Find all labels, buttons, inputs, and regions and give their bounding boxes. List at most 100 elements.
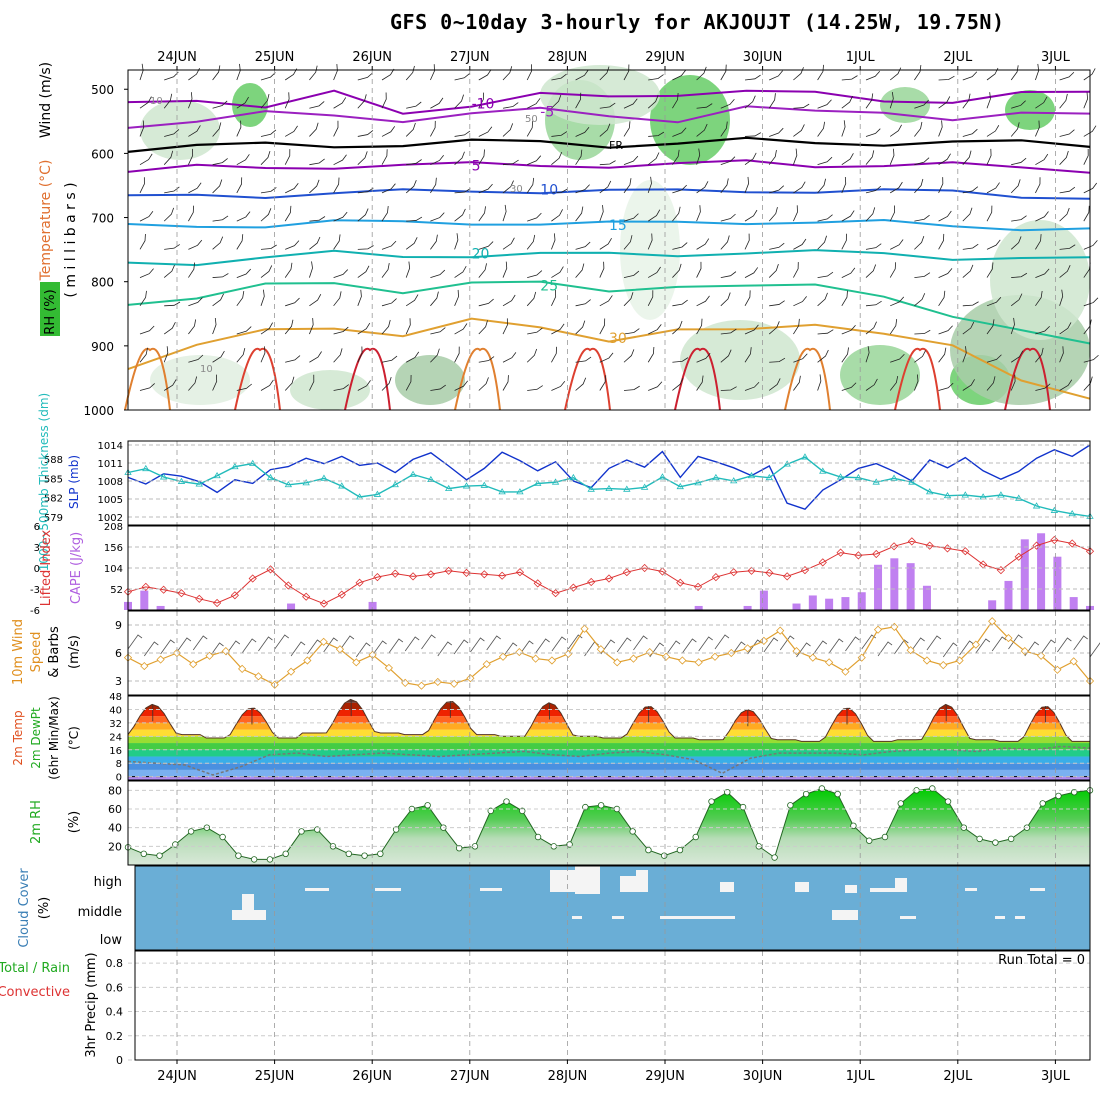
temp-band bbox=[128, 763, 1090, 770]
hot-contour-3 bbox=[454, 347, 501, 411]
cape-bar bbox=[890, 558, 899, 610]
wind-barb bbox=[1010, 317, 1015, 335]
thickness-point bbox=[480, 481, 489, 488]
wind-barb bbox=[236, 268, 251, 278]
wind-barb bbox=[236, 63, 241, 81]
wind-barb bbox=[647, 346, 655, 363]
wind-barb bbox=[405, 374, 412, 391]
wind-barb bbox=[938, 325, 953, 335]
wind-barb bbox=[405, 261, 411, 278]
thickness-point bbox=[266, 473, 275, 481]
wind-barb bbox=[284, 205, 292, 222]
date-bottom-2JUL: 2JUL bbox=[943, 1069, 973, 1084]
temp-band bbox=[128, 729, 1090, 737]
wind-barb bbox=[1059, 186, 1076, 194]
wind-barb bbox=[575, 356, 592, 363]
wind-barb bbox=[1083, 354, 1099, 363]
cloud-block bbox=[965, 888, 977, 891]
thickness-point bbox=[943, 491, 952, 499]
rh-point bbox=[298, 828, 305, 835]
wind-barb bbox=[623, 98, 638, 109]
rh-point bbox=[156, 852, 163, 859]
wind-barb bbox=[793, 318, 800, 335]
wind-barb bbox=[164, 186, 180, 194]
wind-barb bbox=[381, 206, 389, 222]
wind-barb bbox=[188, 297, 203, 307]
thickness-axis-label: 1000~500mb Thickness (dm) bbox=[37, 393, 51, 571]
wind-barb bbox=[599, 123, 611, 137]
thickness-point bbox=[213, 471, 221, 479]
surface-barb bbox=[160, 639, 175, 655]
wind-point bbox=[450, 679, 459, 688]
wind-point bbox=[515, 647, 524, 657]
wind-point bbox=[531, 654, 540, 663]
lifted-point bbox=[818, 558, 827, 567]
wind-barb bbox=[647, 95, 659, 109]
wind-barb bbox=[260, 289, 265, 306]
wind-barb bbox=[551, 290, 557, 306]
rh-axis-label: RH (%) bbox=[43, 289, 58, 334]
wind-barb bbox=[986, 319, 995, 335]
wind-barb bbox=[381, 319, 391, 335]
wind-barb bbox=[599, 102, 616, 109]
wind-barb bbox=[188, 376, 198, 391]
rh-legend-swatch bbox=[40, 282, 60, 336]
wind-barb bbox=[188, 205, 194, 222]
rh-point bbox=[629, 828, 636, 835]
cape-bar bbox=[694, 605, 703, 610]
wind-barb bbox=[139, 120, 145, 137]
thickness-point bbox=[819, 467, 827, 474]
wind-barb bbox=[672, 70, 686, 81]
wind-barb bbox=[1059, 346, 1064, 363]
lifted-point bbox=[765, 568, 774, 578]
wind-barb bbox=[454, 265, 467, 278]
wind-barb bbox=[672, 242, 688, 250]
cloud-block bbox=[375, 888, 401, 891]
lifted-point bbox=[961, 547, 970, 556]
wind-barb bbox=[478, 356, 495, 363]
wind-barb bbox=[1035, 120, 1040, 137]
wind-barb bbox=[309, 101, 325, 109]
wind-point bbox=[825, 658, 834, 667]
wind-barb bbox=[405, 122, 416, 137]
hot-contour-2 bbox=[344, 347, 391, 411]
wind-barb bbox=[623, 349, 635, 363]
wind-barb bbox=[454, 289, 459, 306]
wind-barb bbox=[962, 207, 973, 222]
wind-barb bbox=[527, 270, 543, 278]
wind-barb bbox=[381, 298, 397, 307]
panel-frame-cloud bbox=[134, 865, 1091, 951]
date-bottom-30JUN: 30JUN bbox=[743, 1069, 783, 1084]
wind-barb bbox=[163, 93, 173, 109]
wind-barb bbox=[865, 185, 882, 194]
rh-label-30: 30 bbox=[510, 184, 523, 195]
wind-barb bbox=[284, 92, 290, 109]
wind-barb bbox=[405, 294, 419, 307]
wind-barb bbox=[188, 239, 203, 250]
cape-bar bbox=[825, 598, 834, 610]
wind-barb bbox=[672, 206, 681, 222]
wind-barb bbox=[357, 72, 373, 81]
thickness-point bbox=[427, 475, 435, 483]
cape-bar bbox=[808, 595, 817, 610]
wind-barb bbox=[357, 380, 371, 391]
wind-barb bbox=[720, 178, 729, 194]
date-bottom-3JUL: 3JUL bbox=[1041, 1069, 1071, 1084]
wind-barb bbox=[526, 177, 535, 194]
wind-barb bbox=[986, 205, 993, 222]
surface-barb bbox=[1057, 637, 1072, 653]
wind-barb bbox=[1059, 379, 1073, 391]
isotherm-label-5: 5 bbox=[472, 159, 481, 175]
wind-barb bbox=[817, 349, 829, 363]
wind-barb bbox=[769, 70, 783, 81]
slp-axis-label: SLP (mb) bbox=[67, 455, 81, 509]
wind-barb bbox=[599, 375, 607, 391]
surface-barb bbox=[877, 641, 893, 657]
wind-barb bbox=[285, 182, 299, 194]
wind-barb bbox=[309, 65, 318, 81]
thickness-point bbox=[1032, 502, 1041, 509]
wind-barb bbox=[865, 264, 877, 278]
wind-barb bbox=[817, 235, 827, 250]
wind-barb bbox=[236, 96, 249, 109]
wind-barb bbox=[744, 381, 760, 391]
